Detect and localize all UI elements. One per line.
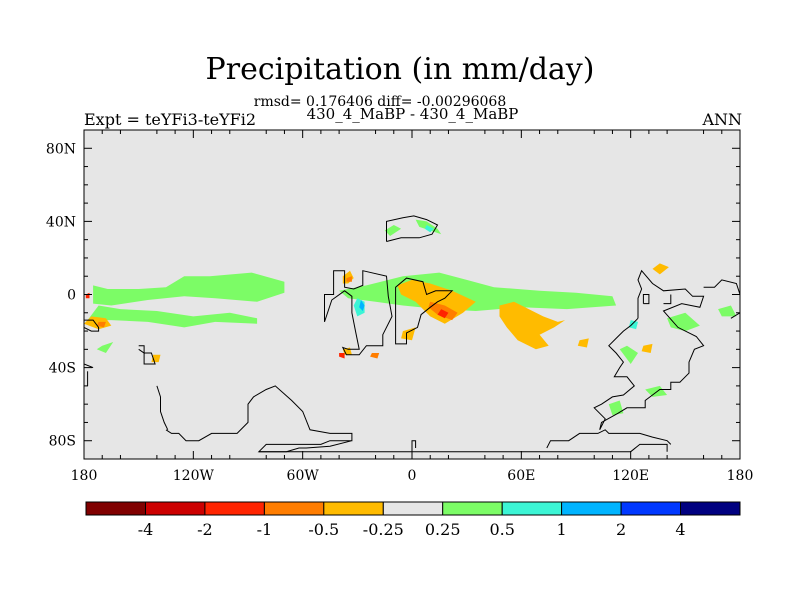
colorbar-swatch [501,501,563,516]
anomaly-patch [370,353,380,359]
coastline [703,279,740,295]
colorbar-swatch [620,501,682,516]
anomaly-field [84,219,737,416]
anomaly-patch [641,343,653,353]
coastline [593,269,705,431]
coastline [138,345,145,354]
subtitle-stats: rmsd= 0.176406 diff= -0.00296068 [253,94,507,110]
colorbar-label: -2 [197,520,213,539]
colorbar-label: 0.5 [489,520,514,539]
colorbar-swatch [145,501,206,516]
colorbar-swatch [323,501,384,516]
coastline [324,270,393,356]
season-label: ANN [702,110,742,129]
lon-tick-label: 120W [173,468,215,484]
lon-tick-label: 180 [71,468,98,484]
colorbar-label: -0.5 [308,520,339,539]
lon-tick-label: 120E [612,468,649,484]
colorbar-swatch [263,501,325,516]
coastline [730,312,740,319]
coastline [156,385,169,431]
anomaly-patch [437,309,449,319]
coastline [84,349,94,369]
coastline [84,319,100,332]
experiment-label: Expt = teYFi3-teYFi2 [84,110,257,129]
coastline [386,215,439,242]
colorbar-label: -1 [257,520,273,539]
colorbar-label: 0.25 [425,520,461,539]
anomaly-patch [384,225,402,236]
lat-tick-label: 80S [49,434,76,450]
anomaly-patch [718,305,737,317]
colorbar-swatch [204,501,265,516]
coastline [143,352,156,365]
anomaly-patch [346,276,352,282]
anomaly-patch [652,263,669,275]
colorbar-swatch [561,501,622,516]
coastlines [84,215,740,453]
anomaly-patch [667,312,700,332]
coastline [258,443,668,453]
map-axes: 80N 40N 0 40S 80S 180 120W 60W 0 60E 120E 180 [46,129,754,484]
colorbar-swatch [442,501,503,516]
anomaly-patch [645,385,668,397]
anomaly-patch [87,305,258,328]
coastline [411,440,417,452]
lat-tick-label: 0 [67,288,76,304]
anomaly-patch [359,300,365,311]
lon-tick-label: 0 [408,468,417,484]
colorbar-label: 1 [557,520,567,539]
subtitle-case: 430_4_MaBP - 430_4_MaBP [306,105,519,123]
colorbar-swatch [680,501,741,516]
coastline [546,429,672,449]
colorbar-label: 4 [675,520,685,539]
anomaly-patch [424,225,434,233]
lat-tick-label: 40N [46,214,76,230]
lon-tick-label: 60E [507,468,535,484]
coastline [642,294,650,305]
colorbar-swatch [85,501,146,516]
coastline [395,277,454,345]
lat-tick-label: 80N [46,141,76,157]
colorbar-label: -0.25 [363,520,404,539]
anomaly-patch [93,272,285,306]
lat-tick-label: 40S [49,361,76,377]
colorbar-label: 2 [616,520,626,539]
lon-tick-label: 180 [727,468,754,484]
lon-tick-label: 60W [287,468,320,484]
anomaly-patch [96,342,114,353]
anomaly-patch [577,338,589,348]
anomaly-patch [619,345,638,364]
anomaly-patch [628,320,638,330]
anomaly-patch [96,321,106,328]
colorbar: -4 -2 -1 -0.5 -0.25 0.25 0.5 1 2 4 [85,501,741,539]
colorbar-swatch [382,501,444,516]
plot-title: Precipitation (in mm/day) [205,52,595,87]
anomaly-patch [339,353,345,359]
colorbar-label: -4 [138,520,154,539]
coastline [663,294,672,305]
anomaly-patch [499,301,566,350]
anomaly-patch [608,400,624,416]
